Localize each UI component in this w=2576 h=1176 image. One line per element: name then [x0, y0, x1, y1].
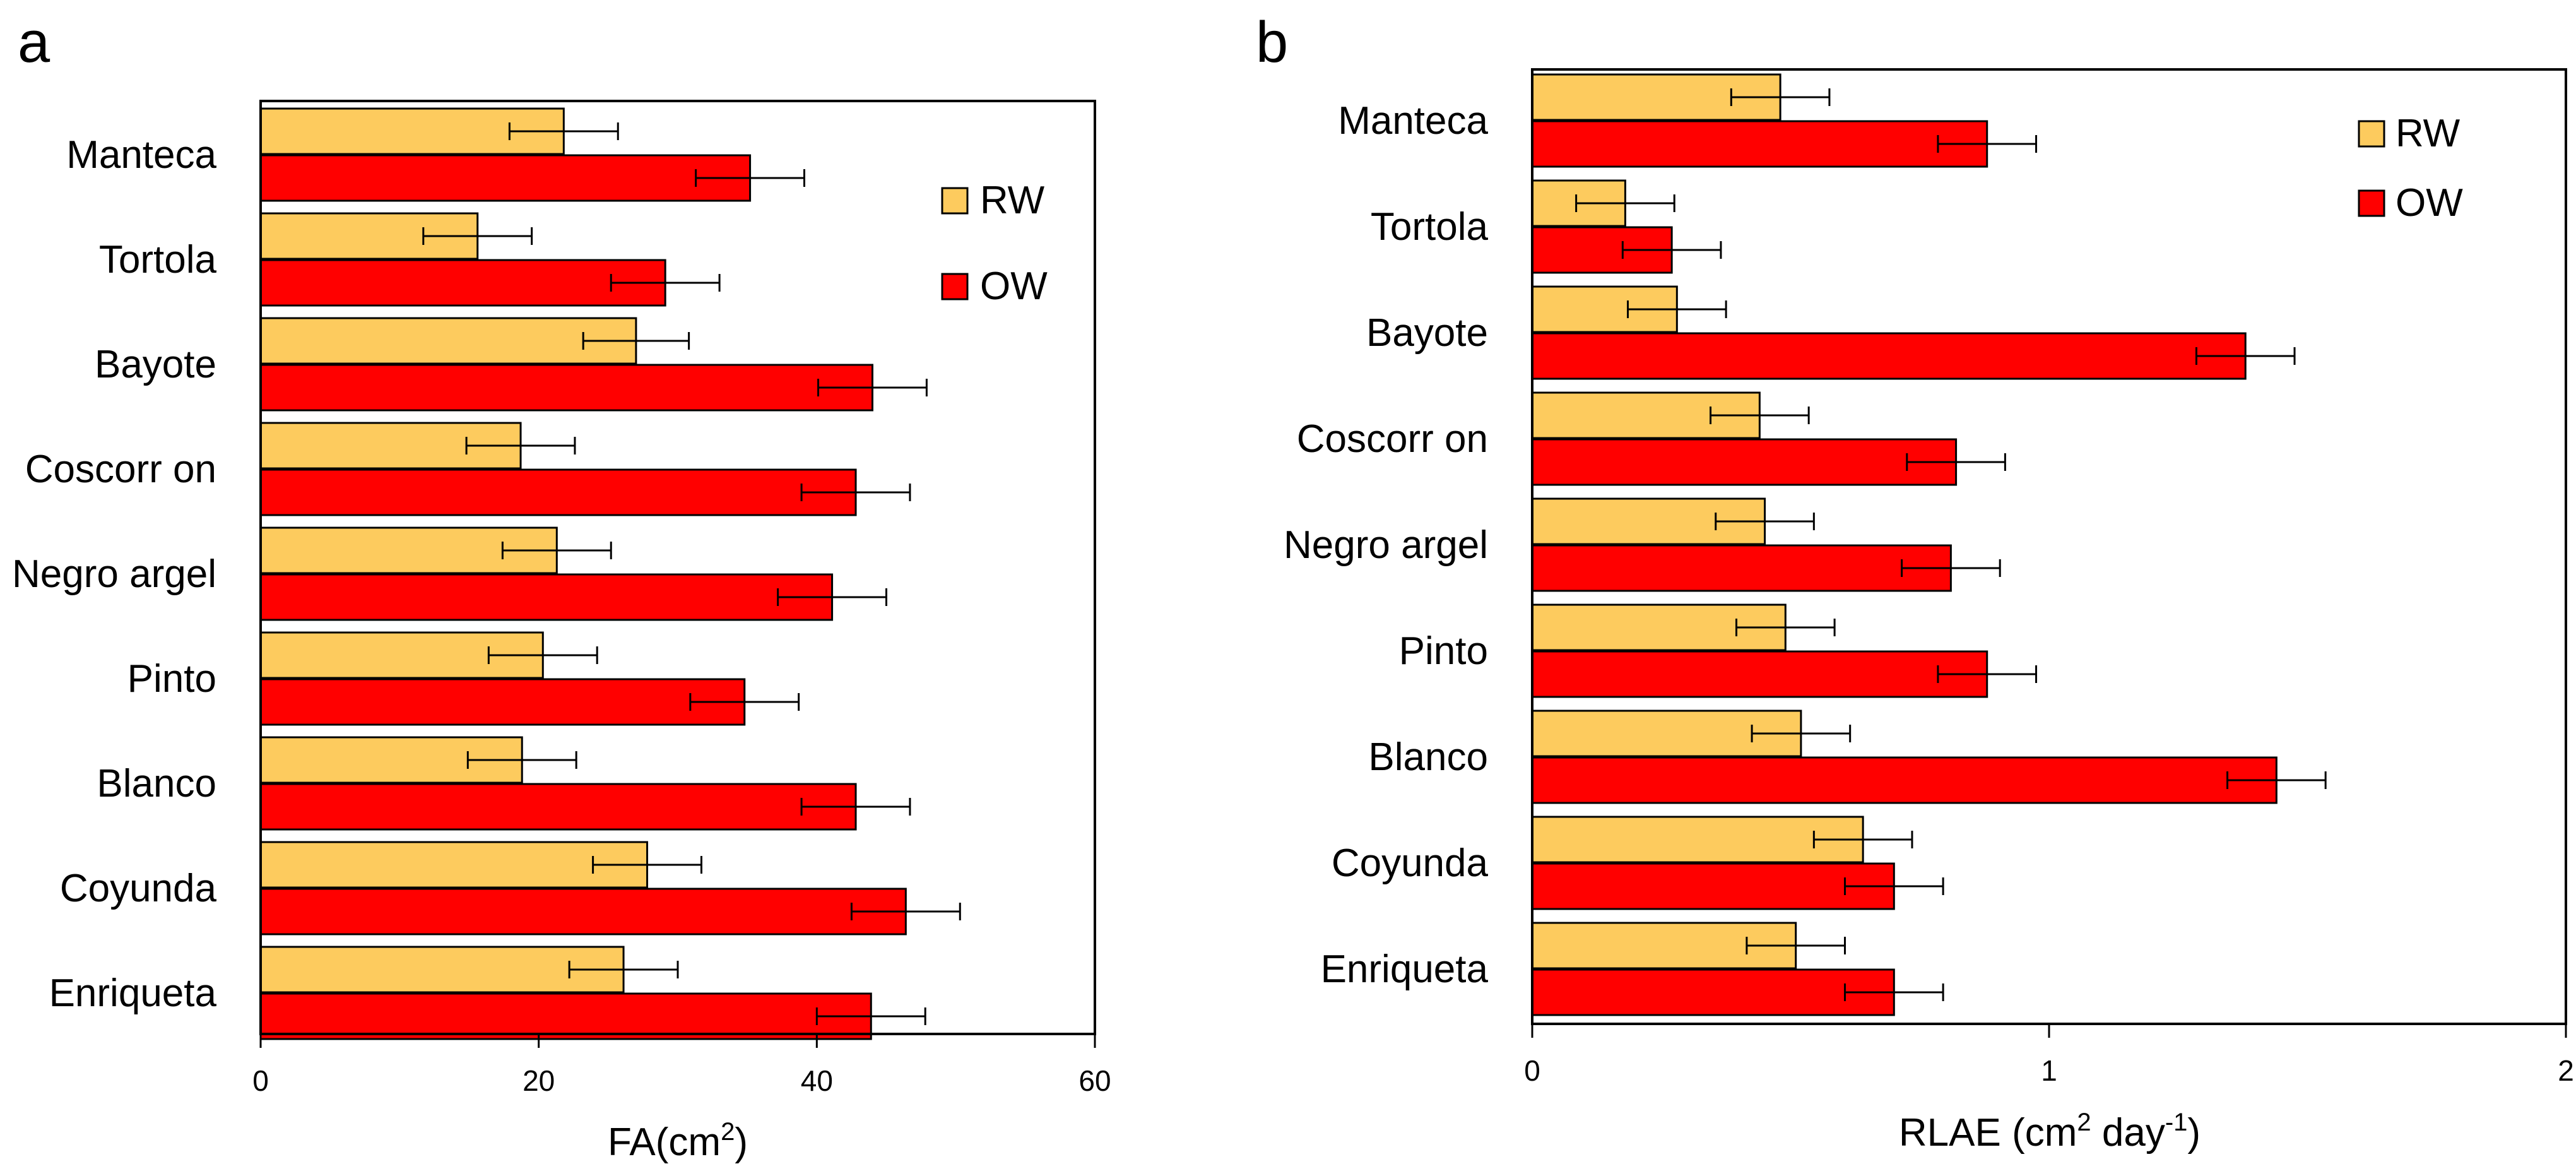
panel-b-category-label: Bayote	[1366, 311, 1488, 355]
panel-b-legend-swatch-ow	[2358, 189, 2385, 217]
panel-a-category-label: Coscorr on	[25, 448, 216, 491]
panel-b-category-label: Enriqueta	[1321, 947, 1489, 991]
panel-a-bar-negro-argel-ow	[259, 573, 834, 621]
panel-a-x-tick-label: 40	[801, 1064, 833, 1097]
panel-b: b Manteca Tortola Bayote Coscorr on Negro ar…	[1256, 10, 2574, 1155]
panel-b-category-label: Manteca	[1338, 99, 1488, 143]
panel-a-bar-enriqueta-ow	[259, 992, 872, 1040]
panel-a-letter: a	[18, 10, 50, 74]
panel-b-x-tick-label: 0	[1524, 1054, 1540, 1087]
panel-b-legend-label-ow: OW	[2396, 181, 2463, 225]
panel-b-bar-negro-argel-ow	[1531, 544, 1952, 592]
panel-a-bar-bayote-rw	[259, 317, 637, 365]
panel-a-x-tick-label: 60	[1078, 1064, 1111, 1097]
panel-a-category-label: Manteca	[66, 133, 216, 177]
panel-a-legend: RW OW	[941, 179, 1048, 308]
panel-a-bar-enriqueta-rw	[259, 946, 625, 994]
panel-b-category-label: Pinto	[1399, 629, 1488, 673]
panel-a-category-label: Enriqueta	[49, 971, 217, 1015]
panel-b-bar-blanco-ow	[1531, 756, 2278, 804]
panel-a-category-labels: Manteca Tortola Bayote Coscorr on Negro arge…	[12, 133, 216, 1015]
panel-b-legend-swatch-rw	[2358, 120, 2385, 148]
panel-b-x-axis-label: RLAE (cm2 day-1)	[1899, 1108, 2201, 1155]
panel-a-bar-coyunda-rw	[259, 841, 649, 889]
panel-a-bars	[259, 107, 961, 1040]
panel-b-bar-pinto-ow	[1531, 650, 1988, 698]
panel-b-category-label: Blanco	[1368, 735, 1488, 779]
panel-b-bar-coyunda-ow	[1531, 862, 1895, 910]
panel-b-legend: RW OW	[2358, 112, 2463, 225]
panel-b-x-tick-label: 2	[2558, 1054, 2574, 1087]
panel-a-category-label: Negro argel	[12, 552, 216, 596]
panel-a-x-axis-label: FA(cm2)	[608, 1118, 748, 1164]
panel-a-x-ticks: 0 20 40 60	[252, 1034, 1111, 1097]
panel-a-legend-swatch-ow	[941, 273, 969, 300]
panel-b-bar-enriqueta-ow	[1531, 968, 1895, 1016]
panel-a: a Manteca Tortola Bayote Coscorr on Negro ar…	[12, 10, 1111, 1164]
panel-a-x-tick-label: 0	[252, 1064, 269, 1097]
panel-a-category-label: Bayote	[95, 343, 216, 386]
panel-a-bar-manteca-ow	[259, 154, 752, 202]
panel-a-bar-coscorr-on-ow	[259, 468, 857, 516]
panel-a-plot-frame	[259, 100, 1096, 1035]
panel-b-bar-coscorr-on-ow	[1531, 438, 1958, 486]
panel-b-legend-label-rw: RW	[2396, 112, 2461, 155]
panel-a-category-label: Blanco	[97, 762, 216, 805]
panel-b-bar-bayote-ow	[1531, 332, 2247, 380]
panel-a-category-label: Pinto	[127, 657, 216, 701]
panel-b-bars	[1531, 73, 2327, 1016]
panel-a-legend-label-rw: RW	[980, 179, 1045, 222]
panel-a-bar-coyunda-ow	[259, 888, 907, 935]
panel-b-x-ticks: 0 1 2	[1524, 1024, 2574, 1087]
panel-b-category-label: Coyunda	[1332, 841, 1489, 885]
panel-b-letter: b	[1256, 10, 1288, 74]
panel-a-legend-swatch-rw	[941, 187, 969, 215]
panel-b-category-label: Negro argel	[1284, 523, 1488, 567]
panel-a-category-label: Coyunda	[60, 867, 217, 910]
panel-a-bar-bayote-ow	[259, 364, 873, 412]
panel-a-x-tick-label: 20	[523, 1064, 555, 1097]
panel-a-bar-tortola-ow	[259, 259, 666, 307]
panel-a-legend-label-ow: OW	[980, 264, 1048, 308]
panel-b-bar-manteca-ow	[1531, 120, 1988, 168]
panel-a-category-label: Tortola	[99, 238, 217, 282]
panel-b-category-label: Tortola	[1371, 205, 1489, 249]
panel-a-bar-pinto-ow	[259, 678, 746, 726]
panel-a-bar-blanco-ow	[259, 783, 857, 831]
panel-b-x-tick-label: 1	[2041, 1054, 2057, 1087]
panel-b-bar-coyunda-rw	[1531, 816, 1864, 864]
panel-b-category-labels: Manteca Tortola Bayote Coscorr on Negro arge…	[1284, 99, 1488, 991]
panel-b-category-label: Coscorr on	[1297, 417, 1488, 461]
